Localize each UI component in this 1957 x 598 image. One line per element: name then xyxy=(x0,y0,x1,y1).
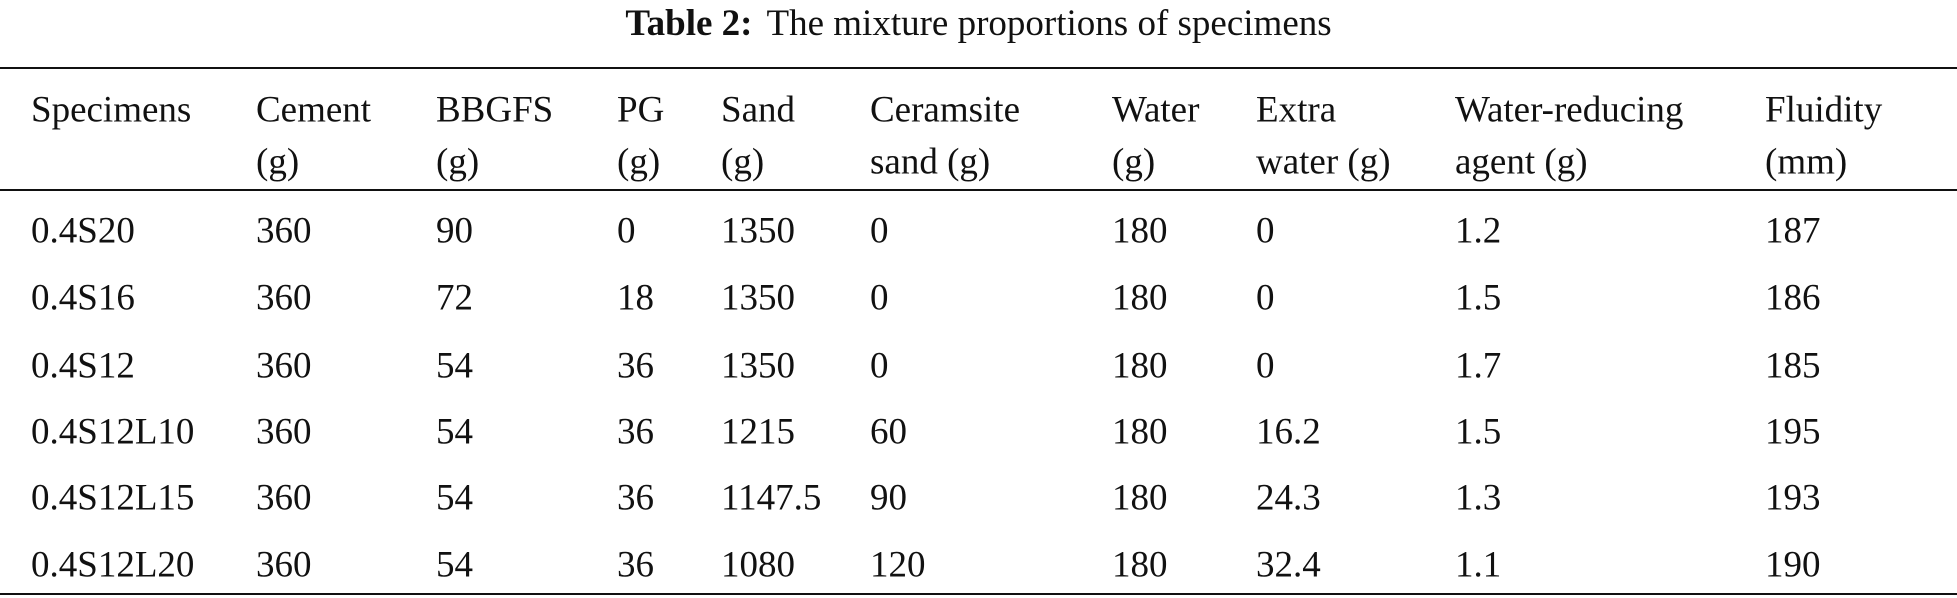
table-cell: 1350 xyxy=(721,277,795,319)
header-cell: (mm) xyxy=(1765,141,1848,183)
table-cell: 193 xyxy=(1765,477,1821,519)
bottom-rule xyxy=(0,593,1957,595)
header-cell: (g) xyxy=(1112,141,1156,183)
top-rule xyxy=(0,67,1957,69)
table-cell: 180 xyxy=(1112,210,1168,252)
table-cell: 190 xyxy=(1765,544,1821,586)
table-cell: 360 xyxy=(256,477,312,519)
table-cell: 1080 xyxy=(721,544,795,586)
header-cell: PG xyxy=(617,89,665,131)
table-cell: 36 xyxy=(617,345,654,387)
table-cell: 1.2 xyxy=(1455,210,1502,252)
caption-text: The mixture proportions of specimens xyxy=(766,3,1332,44)
table-cell: 360 xyxy=(256,277,312,319)
row-label: 0.4S12L20 xyxy=(31,544,195,586)
table-cell: 360 xyxy=(256,210,312,252)
header-cell: Cement xyxy=(256,89,372,131)
table-cell: 0 xyxy=(617,210,636,252)
table-cell: 360 xyxy=(256,411,312,453)
table-cell: 180 xyxy=(1112,477,1168,519)
table-cell: 120 xyxy=(870,544,926,586)
header-cell: Sand xyxy=(721,89,795,131)
table-cell: 1350 xyxy=(721,210,795,252)
table-cell: 18 xyxy=(617,277,654,319)
table-cell: 1.3 xyxy=(1455,477,1502,519)
table-cell: 1.1 xyxy=(1455,544,1502,586)
table-cell: 0 xyxy=(1256,345,1275,387)
table-cell: 0 xyxy=(870,210,889,252)
table-cell: 180 xyxy=(1112,411,1168,453)
table-cell: 72 xyxy=(436,277,473,319)
table-cell: 360 xyxy=(256,544,312,586)
row-label: 0.4S12 xyxy=(31,345,135,387)
table-cell: 180 xyxy=(1112,345,1168,387)
header-rule xyxy=(0,189,1957,191)
table-cell: 0 xyxy=(1256,277,1275,319)
header-cell: Water xyxy=(1112,89,1200,131)
header-cell: sand (g) xyxy=(870,141,991,183)
header-cell: Extra xyxy=(1256,89,1337,131)
table-cell: 16.2 xyxy=(1256,411,1321,453)
table-cell: 185 xyxy=(1765,345,1821,387)
header-cell: (g) xyxy=(617,141,661,183)
table-cell: 90 xyxy=(436,210,473,252)
table-cell: 186 xyxy=(1765,277,1821,319)
caption-label: Table 2: xyxy=(625,3,753,44)
table-cell: 36 xyxy=(617,477,654,519)
table-cell: 1.5 xyxy=(1455,411,1502,453)
table-cell: 1147.5 xyxy=(721,477,822,519)
table-cell: 1350 xyxy=(721,345,795,387)
row-label: 0.4S16 xyxy=(31,277,135,319)
table-cell: 187 xyxy=(1765,210,1821,252)
table-cell: 1215 xyxy=(721,411,795,453)
row-label: 0.4S12L15 xyxy=(31,477,195,519)
header-cell: (g) xyxy=(256,141,300,183)
table-cell: 0 xyxy=(870,345,889,387)
table-cell: 180 xyxy=(1112,277,1168,319)
table-cell: 0 xyxy=(1256,210,1275,252)
table-cell: 1.7 xyxy=(1455,345,1502,387)
header-cell: Fluidity xyxy=(1765,89,1883,131)
header-cell: BBGFS xyxy=(436,89,554,131)
table-cell: 54 xyxy=(436,477,473,519)
header-cell: Specimens xyxy=(31,89,192,131)
row-label: 0.4S12L10 xyxy=(31,411,195,453)
table-cell: 195 xyxy=(1765,411,1821,453)
header-cell: (g) xyxy=(721,141,765,183)
table-cell: 360 xyxy=(256,345,312,387)
header-cell: agent (g) xyxy=(1455,141,1588,183)
table-cell: 180 xyxy=(1112,544,1168,586)
table-cell: 90 xyxy=(870,477,907,519)
header-cell: (g) xyxy=(436,141,480,183)
table-cell: 0 xyxy=(870,277,889,319)
table-cell: 60 xyxy=(870,411,907,453)
table-cell: 54 xyxy=(436,411,473,453)
table-cell: 36 xyxy=(617,411,654,453)
header-cell: Water-reducing xyxy=(1455,89,1684,131)
table-cell: 1.5 xyxy=(1455,277,1502,319)
row-label: 0.4S20 xyxy=(31,210,135,252)
caption: Table 2: The mixture proportions of speci… xyxy=(0,2,1957,45)
table-cell: 36 xyxy=(617,544,654,586)
table-cell: 54 xyxy=(436,544,473,586)
table-cell: 54 xyxy=(436,345,473,387)
header-cell: Ceramsite xyxy=(870,89,1021,131)
table-cell: 24.3 xyxy=(1256,477,1321,519)
table-cell: 32.4 xyxy=(1256,544,1321,586)
header-cell: water (g) xyxy=(1256,141,1391,183)
